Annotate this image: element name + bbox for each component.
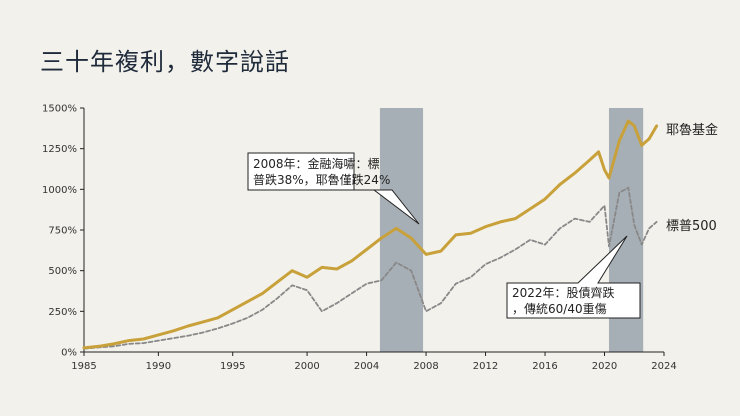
series-label-sp500: 標普500 (666, 219, 717, 234)
y-tick-label: 1250% (42, 144, 77, 155)
series-line-sp500 (83, 186, 658, 350)
x-tick-label: 2016 (532, 361, 557, 372)
annotation-2008-box (247, 152, 420, 225)
annotation-2022: 2022年：股債齊跌 ，傳統60/40重傷 (506, 235, 641, 319)
x-tick-label: 2012 (473, 361, 498, 372)
x-tick-label: 2008 (413, 361, 438, 372)
annotation-2022-box (506, 235, 641, 319)
y-tick-label: 0% (61, 348, 77, 359)
y-tick-label: 1500% (42, 104, 77, 115)
shaded-period-1 (379, 108, 424, 352)
annotation-2022-line-1: 2022年：股債齊跌 (512, 285, 615, 300)
annotation-2008-line-2: 普跌38%，耶魯僅跌24% (253, 172, 390, 187)
x-tick-label: 2004 (354, 361, 379, 372)
x-tick-label: 2000 (294, 361, 319, 372)
x-tick-label: 1995 (220, 361, 245, 372)
x-tick-label: 2020 (592, 361, 617, 372)
y-tick-label: 250% (48, 307, 77, 318)
y-tick-label: 1000% (42, 185, 77, 196)
y-tick-label: 500% (48, 266, 77, 277)
page-title: 三十年複利，數字說話 (40, 48, 290, 76)
x-tick-label: 2024 (651, 361, 676, 372)
x-tick-label: 1985 (71, 361, 96, 372)
x-tick-label: 1990 (146, 361, 171, 372)
series-label-yale: 耶魯基金 (666, 122, 718, 138)
annotation-2008: 2008年：金融海嘯：標 普跌38%，耶魯僅跌24% (247, 152, 420, 225)
y-tick-label: 750% (48, 226, 77, 237)
series-line-yale (82, 119, 659, 350)
annotation-2008-line-1: 2008年：金融海嘯：標 (253, 156, 380, 171)
annotation-2022-line-2: ，傳統60/40重傷 (512, 301, 607, 316)
